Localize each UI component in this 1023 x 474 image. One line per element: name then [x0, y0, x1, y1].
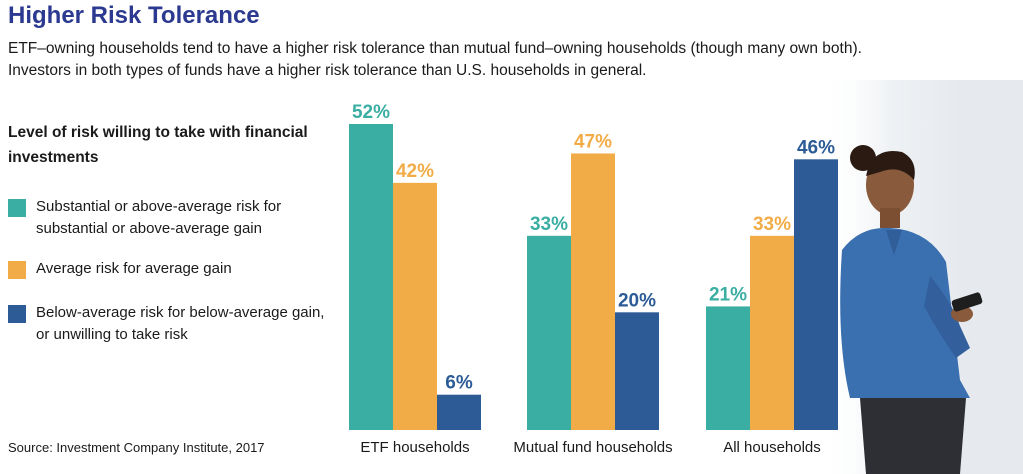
legend-label: Substantial or above-average risk for su… [36, 198, 282, 237]
legend-item-low-risk: Below-average risk for below-average gai… [8, 302, 328, 346]
bar [615, 312, 659, 430]
data-label: 33% [753, 214, 791, 235]
data-label: 42% [396, 161, 434, 182]
legend-title: Level of risk willing to take with finan… [8, 124, 308, 166]
woman-photo [820, 80, 1023, 474]
legend-swatch-orange [8, 261, 26, 279]
bar [393, 182, 437, 430]
legend-swatch-teal [8, 199, 26, 217]
bar [750, 235, 794, 430]
data-label: 6% [445, 373, 473, 394]
data-label: 46% [797, 137, 835, 158]
data-label: 20% [618, 290, 656, 311]
bar [794, 159, 838, 431]
chart-subtitle: ETF–owning households tend to have a hig… [8, 40, 862, 79]
category-label: Mutual fund households [513, 439, 672, 456]
chart-title: Higher Risk Tolerance [8, 2, 260, 29]
bar [349, 124, 393, 430]
category-label: All households [723, 439, 821, 456]
bar [571, 153, 615, 430]
legend-swatch-blue [8, 305, 26, 323]
bar [706, 306, 750, 430]
legend-item-average-risk: Average risk for average gain [8, 258, 328, 280]
legend-label: Below-average risk for below-average gai… [36, 304, 325, 343]
legend-label: Average risk for average gain [36, 260, 232, 277]
data-label: 33% [530, 214, 568, 235]
data-label: 47% [574, 131, 612, 152]
bar [527, 235, 571, 430]
data-label: 21% [709, 284, 747, 305]
source-note: Source: Investment Company Institute, 20… [8, 440, 265, 455]
legend-item-high-risk: Substantial or above-average risk for su… [8, 196, 328, 240]
category-label: ETF households [360, 439, 469, 456]
data-label: 52% [352, 102, 390, 123]
bar [437, 394, 481, 430]
